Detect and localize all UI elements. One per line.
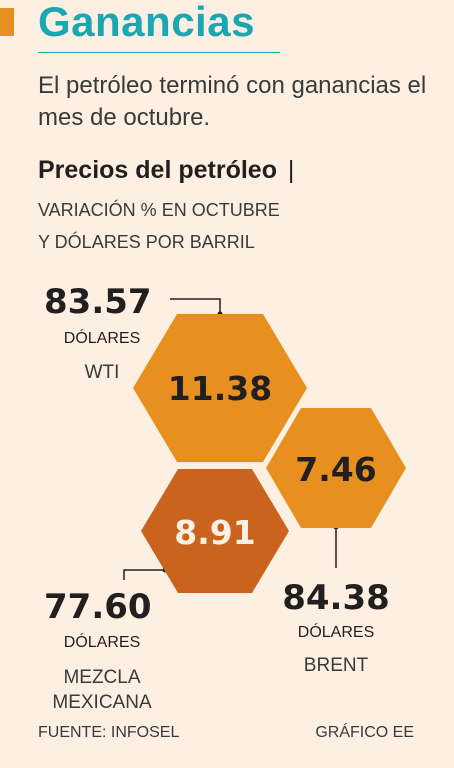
- mezcla-unit-label: DÓLARES: [64, 632, 140, 651]
- wti-price-value: 83.57: [44, 282, 152, 322]
- brent-change-value: 7.46: [295, 450, 376, 489]
- brent-price-value: 84.38: [282, 578, 390, 618]
- section-heading-separator: |: [287, 156, 295, 184]
- brent-unit-label: DÓLARES: [298, 622, 374, 641]
- mezcla-change-value: 8.91: [174, 513, 255, 552]
- subtitle: El petróleo terminó con ganancias el mes…: [38, 72, 427, 131]
- footer-source: FUENTE: INFOSEL: [38, 724, 180, 741]
- hexagon-brent: [266, 408, 406, 528]
- accent-bar: [0, 8, 14, 36]
- mezcla-name-label-line1: MEZCLA: [63, 667, 140, 688]
- caption-line-1: VARIACIÓN % EN OCTUBRE: [38, 200, 280, 220]
- footer-credit: GRÁFICO EE: [315, 724, 414, 741]
- wti-name-label: WTI: [85, 362, 120, 383]
- section-heading-text: Precios del petróleo: [38, 156, 277, 184]
- mezcla-name-label-line2: MEXICANA: [52, 692, 152, 713]
- mezcla-connector-line: [123, 569, 165, 580]
- wti-unit-label: DÓLARES: [64, 328, 140, 347]
- hexagon-wti: [133, 314, 307, 462]
- wti-change-value: 11.38: [168, 369, 272, 408]
- mezcla-price-value: 77.60: [44, 587, 152, 627]
- caption-line-2: Y DÓLARES POR BARRIL: [38, 232, 255, 252]
- wti-connector-line: [170, 298, 221, 314]
- section-heading: Precios del petróleo |: [38, 156, 294, 185]
- brent-name-label: BRENT: [304, 655, 369, 676]
- title-rule: [38, 52, 280, 53]
- hexagon-mezcla: [141, 469, 289, 593]
- page-title: Ganancias: [38, 0, 255, 45]
